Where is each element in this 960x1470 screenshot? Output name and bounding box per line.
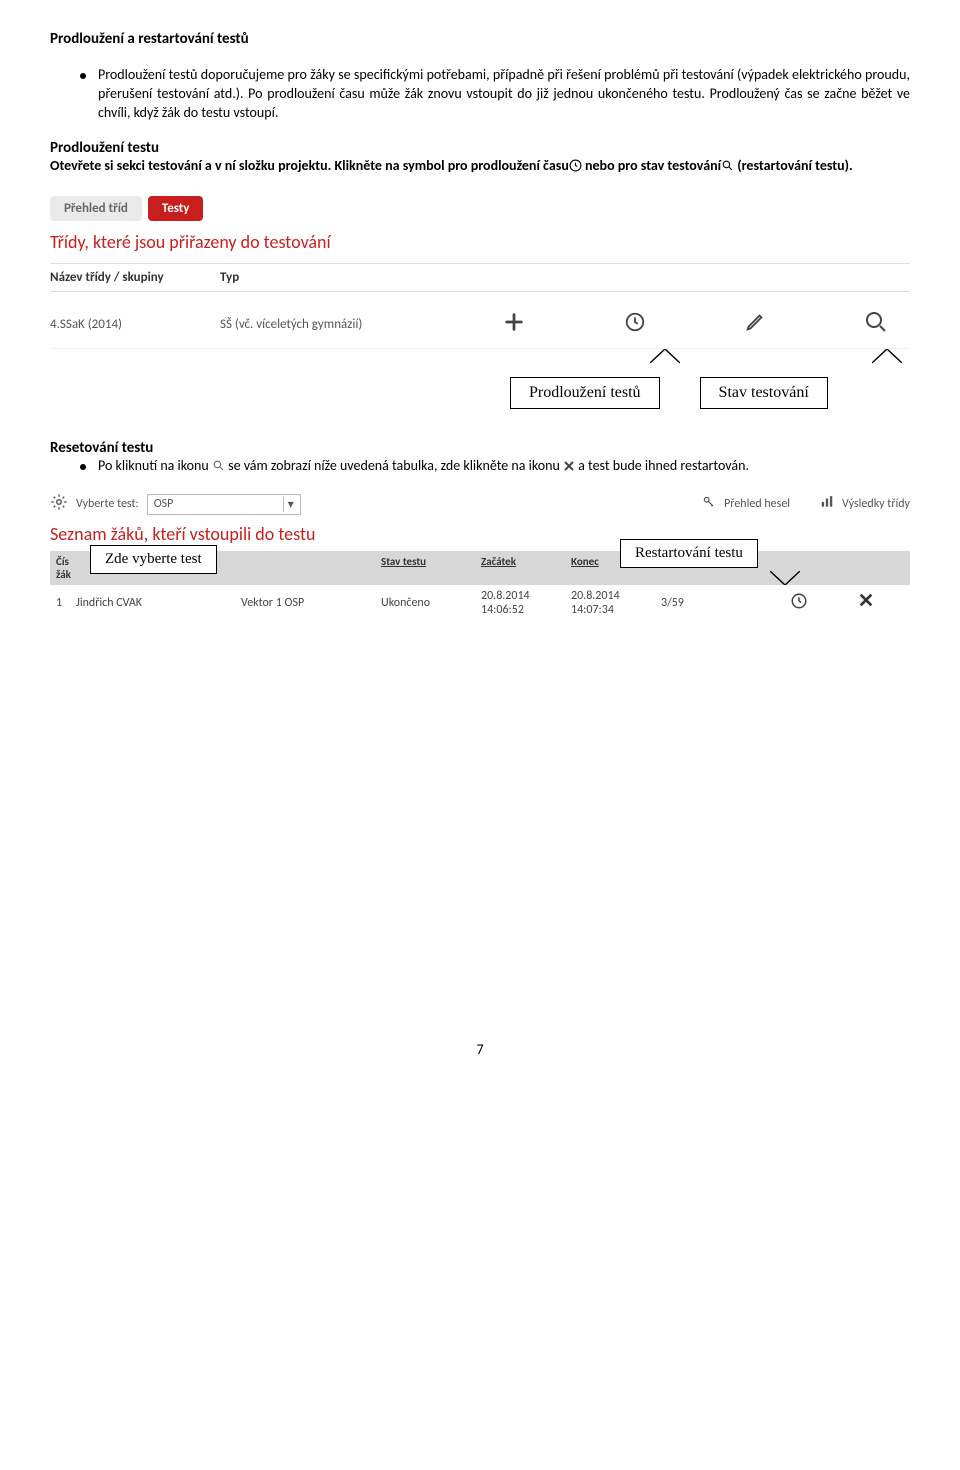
arrow-down-icon — [770, 571, 800, 585]
bullet-dot — [80, 73, 86, 79]
cell-konec: 20.8.2014 14:07:34 — [571, 589, 661, 617]
col-nazev-tridy: Název třídy / skupiny — [50, 270, 220, 285]
bullet-text-1: Prodloužení testů doporučujeme pro žáky … — [98, 66, 910, 123]
cell-class-name: 4.SSaK (2014) — [50, 317, 220, 332]
vysledky-tridy-link[interactable]: Výsledky třídy — [842, 497, 910, 511]
bullet-block-1: Prodloužení testů doporučujeme pro žáky … — [80, 66, 910, 123]
tab-testy[interactable]: Testy — [148, 196, 204, 221]
table-row: 4.SSaK (2014) SŠ (vč. víceletých gymnázi… — [50, 292, 910, 349]
bullet-text-2: Po kliknutí na ikonu se vám zobrazí níže… — [98, 457, 749, 478]
bullet-block-2: Po kliknutí na ikonu se vám zobrazí níže… — [80, 457, 910, 478]
key-icon[interactable] — [702, 495, 716, 513]
para1a: Otevřete si sekci testování a v ní složk… — [50, 157, 569, 174]
vyberte-test-label: Vyberte test: — [76, 497, 139, 511]
label-prodlouzeni-testu: Prodloužení testů — [510, 377, 660, 409]
section-title-seznam-zaku: Seznam žáků, kteří vstoupili do testu — [50, 523, 910, 545]
close-x-icon — [563, 459, 575, 478]
col-cis: Čís žák — [56, 555, 76, 581]
toolbar-vyberte-test: Vyberte test: OSP ▾ Přehled hesel Výsled… — [50, 493, 910, 515]
subheading-resetovani: Resetování testu — [50, 439, 910, 457]
cell-class-type: SŠ (vč. víceletých gymnázií) — [220, 317, 500, 332]
tab-prehled-trid[interactable]: Přehled tříd — [50, 196, 142, 221]
table-header-row: Název třídy / skupiny Typ — [50, 263, 910, 292]
prehled-hesel-link[interactable]: Přehled hesel — [724, 497, 790, 511]
arrow-up-icon — [650, 349, 680, 363]
student-row: 1 Jindřich CVAK Vektor 1 OSP Ukončeno 20… — [50, 585, 910, 621]
screenshot-seznam-zaku: Vyberte test: OSP ▾ Přehled hesel Výsled… — [50, 493, 910, 621]
cell-kon-date: 20.8.2014 — [571, 589, 661, 603]
label-boxes: Prodloužení testů Stav testování — [510, 377, 910, 409]
cell-vyplneno: 3/59 — [661, 596, 751, 610]
cell-test-name: Vektor 1 OSP — [241, 596, 381, 610]
arrow-up-icon — [872, 349, 902, 363]
page-title: Prodloužení a restartování testů — [50, 30, 910, 48]
cell-index: 1 — [56, 596, 76, 610]
gear-icon[interactable] — [50, 493, 68, 515]
cell-kon-time: 14:07:34 — [571, 603, 661, 617]
paragraph-instruction-1: Otevřete si sekci testování a v ní složk… — [50, 157, 910, 178]
bullet2b: se vám zobrazí níže uvedená tabulka, zde… — [225, 457, 563, 474]
tab-bar: Přehled tříd Testy — [50, 196, 910, 221]
close-x-icon[interactable] — [858, 592, 874, 615]
cell-zac-time: 14:06:52 — [481, 603, 571, 617]
magnifier-icon[interactable] — [862, 310, 890, 340]
test-dropdown[interactable]: OSP ▾ — [147, 494, 301, 515]
plus-icon[interactable] — [500, 311, 528, 339]
pointer-row — [500, 349, 910, 371]
col-stav-testu[interactable]: Stav testu — [381, 555, 481, 581]
col-typ: Typ — [220, 270, 910, 285]
bullet2a: Po kliknutí na ikonu — [98, 457, 212, 474]
section-title-tridy: Třídy, které jsou přiřazeny do testování — [50, 231, 910, 253]
para1c: (restartování testu). — [734, 157, 853, 174]
overlay-restartovani-testu: Restartování testu — [620, 539, 758, 568]
cell-zac-date: 20.8.2014 — [481, 589, 571, 603]
bullet2c: a test bude ihned restartován. — [575, 457, 749, 474]
pencil-icon[interactable] — [741, 311, 769, 339]
chevron-down-icon: ▾ — [283, 497, 294, 512]
cell-stav: Ukončeno — [381, 596, 481, 610]
page-number: 7 — [50, 1041, 910, 1058]
dropdown-value: OSP — [154, 497, 174, 511]
screenshot-testy-panel: Přehled tříd Testy Třídy, které jsou při… — [50, 196, 910, 409]
cell-zacatek: 20.8.2014 14:06:52 — [481, 589, 571, 617]
clock-icon[interactable] — [790, 592, 808, 615]
magnifier-icon — [212, 459, 225, 478]
magnifier-icon — [721, 159, 734, 178]
cell-student-name: Jindřich CVAK — [76, 596, 241, 610]
clock-icon[interactable] — [621, 311, 649, 339]
label-stav-testovani: Stav testování — [700, 377, 828, 409]
subheading-prodlouzeni: Prodloužení testu — [50, 139, 910, 157]
bar-chart-icon[interactable] — [820, 495, 834, 513]
para1b: nebo pro stav testování — [582, 157, 721, 174]
col-zacatek[interactable]: Začátek — [481, 555, 571, 581]
overlay-zde-vyberte-test: Zde vyberte test — [90, 545, 217, 574]
clock-icon — [569, 159, 582, 178]
bullet-dot — [80, 464, 86, 470]
